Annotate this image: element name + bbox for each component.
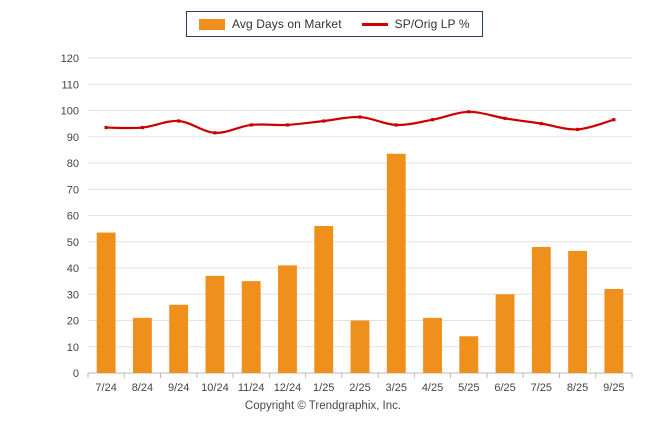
x-axis-label-8-25: 8/25 [567, 382, 588, 394]
bar-12-24 [278, 265, 297, 373]
x-axis-label-9-25: 9/25 [603, 382, 624, 394]
line-point-12-24 [285, 123, 290, 127]
x-axis-label-5-25: 5/25 [458, 382, 479, 394]
x-axis-label-4-25: 4/25 [422, 382, 443, 394]
line-point-8-25 [576, 127, 580, 131]
line-point-8-24 [140, 125, 144, 130]
line-point-9-25 [612, 118, 616, 122]
line-point-1-25 [322, 119, 326, 123]
x-axis-label-11-24: 11/24 [238, 382, 265, 394]
line-point-2-25 [358, 115, 362, 119]
y-axis-tick-label: 110 [61, 79, 79, 91]
y-axis-tick-label: 100 [61, 106, 79, 118]
bar-9-25 [604, 289, 624, 373]
line-point-7-24 [104, 125, 108, 130]
y-axis-tick-label: 80 [67, 158, 79, 170]
y-axis-tick-label: 10 [67, 342, 79, 354]
bar-8-24 [132, 317, 152, 373]
red-line-swatch-icon [361, 22, 388, 26]
x-axis-label-12-24: 12/24 [274, 382, 302, 394]
legend-label-sp-orig-lp: SP/Orig LP % [394, 17, 470, 31]
y-axis-tick-label: 0 [73, 368, 79, 380]
bar-11-24 [241, 281, 261, 373]
bar-1-25 [314, 226, 334, 373]
line-point-7-25 [539, 122, 543, 126]
bar-7-24 [96, 232, 116, 373]
y-axis-tick-label: 50 [67, 237, 79, 249]
y-axis-tick-label: 90 [67, 132, 79, 144]
y-axis-tick-label: 40 [67, 263, 79, 275]
orange-bar-swatch-icon [199, 18, 225, 30]
sp-orig-lp-line [105, 110, 615, 134]
bar-7-25 [531, 247, 551, 373]
x-axis-label-3-25: 3/25 [386, 382, 407, 394]
x-axis-label-9-24: 9/24 [168, 382, 189, 394]
x-axis-label-10-24: 10/24 [201, 382, 229, 394]
line-point-9-24 [177, 119, 181, 123]
bar-3-25 [386, 153, 406, 373]
y-axis-tick-label: 120 [61, 53, 79, 65]
bar-4-25 [423, 317, 442, 373]
chart-legend: Avg Days on Market SP/Orig LP % [186, 11, 483, 37]
line-point-6-25 [503, 116, 507, 120]
x-axis-label-6-25: 6/25 [494, 382, 515, 394]
legend-label-avg-days-on-market: Avg Days on Market [232, 17, 342, 31]
y-axis-tick-label: 20 [67, 316, 79, 328]
bar-10-24 [205, 275, 225, 373]
bar-2-25 [350, 320, 370, 373]
bar-6-25 [495, 294, 515, 373]
line-point-3-25 [394, 123, 398, 127]
x-axis-label-2-25: 2/25 [349, 382, 370, 394]
legend-item-sp-orig-lp: SP/Orig LP % [361, 17, 470, 31]
y-axis-tick-label: 60 [67, 211, 79, 223]
x-axis-label-7-24: 7/24 [95, 382, 116, 394]
line-point-5-25 [467, 110, 471, 114]
line-point-11-24 [249, 123, 253, 127]
line-point-10-24 [213, 131, 217, 135]
copyright-notice: Copyright © Trendgraphix, Inc. [244, 400, 402, 412]
legend-item-avg-days-on-market: Avg Days on Market [199, 17, 342, 31]
y-axis-tick-label: 70 [67, 184, 79, 196]
x-axis-label-7-25: 7/25 [531, 382, 552, 394]
bar-9-24 [169, 304, 189, 373]
bar-5-25 [459, 336, 479, 373]
x-axis-label-1-25: 1/25 [313, 382, 334, 394]
y-axis-tick-label: 30 [67, 289, 79, 301]
line-point-4-25 [430, 118, 435, 122]
bar-8-25 [568, 250, 588, 373]
x-axis-label-8-24: 8/24 [132, 382, 153, 394]
